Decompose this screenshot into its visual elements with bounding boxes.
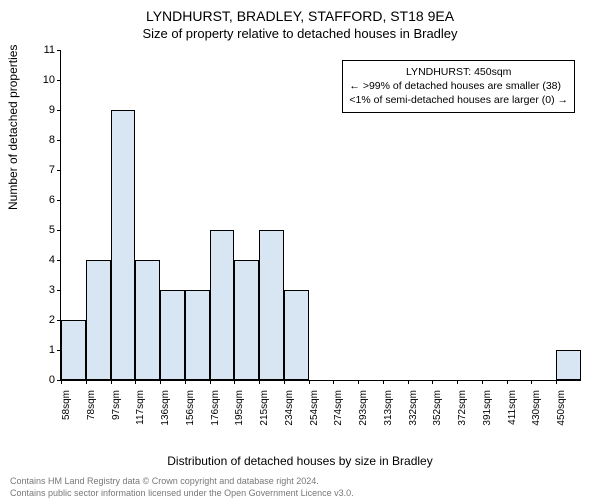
x-tick-label: 352sqm: [432, 386, 443, 426]
x-tick-mark: [86, 380, 87, 384]
bar: [284, 290, 309, 380]
x-tick-label: 78sqm: [86, 386, 97, 420]
annotation-line: <1% of semi-detached houses are larger (…: [349, 93, 568, 107]
chart-title-main: LYNDHURST, BRADLEY, STAFFORD, ST18 9EA: [0, 8, 600, 24]
x-tick-label: 450sqm: [556, 386, 567, 426]
x-tick-mark: [234, 380, 235, 384]
x-tick-mark: [210, 380, 211, 384]
annotation-line: LYNDHURST: 450sqm: [349, 65, 568, 79]
bar: [61, 320, 86, 380]
bar: [111, 110, 136, 380]
x-tick-label: 293sqm: [358, 386, 369, 426]
y-axis-label: Number of detached properties: [6, 45, 20, 210]
x-tick-label: 391sqm: [482, 386, 493, 426]
x-tick-mark: [531, 380, 532, 384]
x-tick-label: 411sqm: [507, 386, 518, 425]
y-tick-mark: [57, 50, 61, 51]
y-tick-mark: [57, 230, 61, 231]
bar: [234, 260, 259, 380]
x-tick-mark: [383, 380, 384, 384]
bar: [185, 290, 210, 380]
x-tick-label: 97sqm: [111, 386, 122, 420]
chart-container: LYNDHURST, BRADLEY, STAFFORD, ST18 9EA S…: [0, 0, 600, 500]
x-tick-mark: [432, 380, 433, 384]
footer-line-2: Contains public sector information licen…: [10, 488, 354, 498]
bar: [210, 230, 235, 380]
plot-area: LYNDHURST: 450sqm← >99% of detached hous…: [60, 50, 581, 381]
y-tick-mark: [57, 200, 61, 201]
x-tick-label: 156sqm: [185, 386, 196, 426]
x-tick-label: 117sqm: [135, 386, 146, 425]
bar: [556, 350, 581, 380]
x-tick-mark: [111, 380, 112, 384]
y-tick-mark: [57, 140, 61, 141]
x-axis-label: Distribution of detached houses by size …: [0, 454, 600, 468]
y-tick-mark: [57, 290, 61, 291]
bar: [86, 260, 111, 380]
x-tick-label: 176sqm: [210, 386, 221, 426]
bar: [135, 260, 160, 380]
x-tick-mark: [135, 380, 136, 384]
x-tick-mark: [507, 380, 508, 384]
x-tick-label: 195sqm: [234, 386, 245, 426]
x-tick-mark: [160, 380, 161, 384]
x-tick-label: 136sqm: [160, 386, 171, 426]
x-tick-mark: [259, 380, 260, 384]
bar: [160, 290, 185, 380]
x-tick-label: 332sqm: [408, 386, 419, 426]
footer-line-1: Contains HM Land Registry data © Crown c…: [10, 476, 319, 486]
chart-title-sub: Size of property relative to detached ho…: [0, 26, 600, 41]
x-tick-mark: [185, 380, 186, 384]
annotation-line: ← >99% of detached houses are smaller (3…: [349, 79, 568, 93]
bar: [259, 230, 284, 380]
x-tick-label: 58sqm: [61, 386, 72, 420]
x-tick-label: 274sqm: [333, 386, 344, 426]
x-tick-label: 254sqm: [309, 386, 320, 426]
annotation-box: LYNDHURST: 450sqm← >99% of detached hous…: [342, 60, 575, 113]
x-tick-mark: [408, 380, 409, 384]
x-tick-mark: [309, 380, 310, 384]
y-tick-mark: [57, 260, 61, 261]
x-tick-mark: [482, 380, 483, 384]
x-tick-mark: [556, 380, 557, 384]
x-tick-mark: [333, 380, 334, 384]
x-tick-mark: [358, 380, 359, 384]
x-tick-label: 313sqm: [383, 386, 394, 426]
x-tick-label: 430sqm: [531, 386, 542, 426]
y-tick-mark: [57, 80, 61, 81]
y-tick-mark: [57, 110, 61, 111]
x-tick-label: 372sqm: [457, 386, 468, 426]
x-tick-label: 234sqm: [284, 386, 295, 426]
y-tick-mark: [57, 170, 61, 171]
x-tick-label: 215sqm: [259, 386, 270, 426]
x-tick-mark: [61, 380, 62, 384]
x-tick-mark: [284, 380, 285, 384]
x-tick-mark: [457, 380, 458, 384]
